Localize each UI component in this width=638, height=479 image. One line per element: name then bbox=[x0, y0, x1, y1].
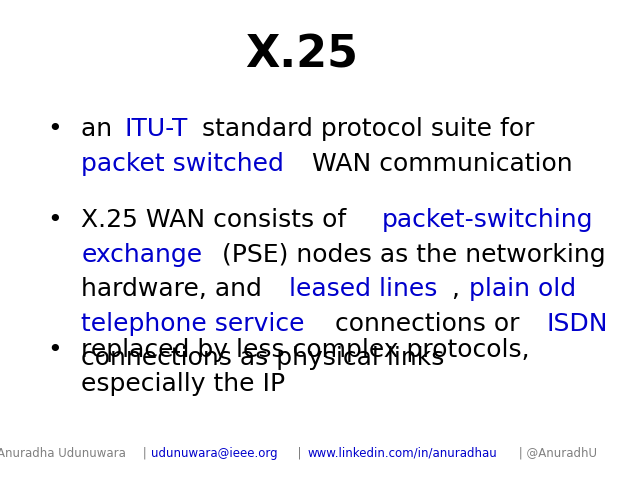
Text: standard protocol suite for: standard protocol suite for bbox=[194, 117, 535, 141]
Text: www.linkedin.com/in/anuradhau: www.linkedin.com/in/anuradhau bbox=[307, 447, 497, 460]
Text: •: • bbox=[47, 208, 62, 232]
Text: telephone service: telephone service bbox=[82, 312, 305, 336]
Text: X.25: X.25 bbox=[245, 34, 358, 77]
Text: replaced by less complex protocols,: replaced by less complex protocols, bbox=[82, 338, 530, 362]
Text: udunuwara@ieee.org: udunuwara@ieee.org bbox=[151, 447, 278, 460]
Text: ITU-T: ITU-T bbox=[124, 117, 188, 141]
Text: exchange: exchange bbox=[82, 243, 202, 267]
Text: (PSE) nodes as the networking: (PSE) nodes as the networking bbox=[214, 243, 606, 267]
Text: packet-switching: packet-switching bbox=[382, 208, 593, 232]
Text: | @AnuradhU: | @AnuradhU bbox=[516, 447, 597, 460]
Text: |: | bbox=[138, 447, 150, 460]
Text: connections as physical links: connections as physical links bbox=[82, 346, 445, 370]
Text: WAN communication: WAN communication bbox=[304, 152, 573, 176]
Text: especially the IP: especially the IP bbox=[82, 372, 285, 396]
Text: Anuradha Udunuwara: Anuradha Udunuwara bbox=[0, 447, 126, 460]
Text: ISDN: ISDN bbox=[547, 312, 609, 336]
Text: plain old: plain old bbox=[470, 277, 576, 301]
Text: hardware, and: hardware, and bbox=[82, 277, 271, 301]
Text: ,: , bbox=[452, 277, 468, 301]
Text: |: | bbox=[290, 447, 306, 460]
Text: leased lines: leased lines bbox=[289, 277, 437, 301]
Text: packet switched: packet switched bbox=[82, 152, 285, 176]
Text: X.25 WAN consists of: X.25 WAN consists of bbox=[82, 208, 355, 232]
Text: •: • bbox=[47, 338, 62, 362]
Text: •: • bbox=[47, 117, 62, 141]
Text: connections or: connections or bbox=[327, 312, 527, 336]
Text: an: an bbox=[82, 117, 121, 141]
